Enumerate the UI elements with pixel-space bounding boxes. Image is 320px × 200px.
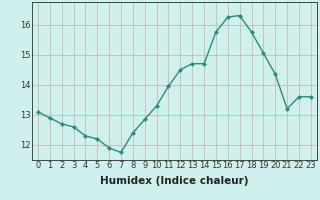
X-axis label: Humidex (Indice chaleur): Humidex (Indice chaleur) <box>100 176 249 186</box>
